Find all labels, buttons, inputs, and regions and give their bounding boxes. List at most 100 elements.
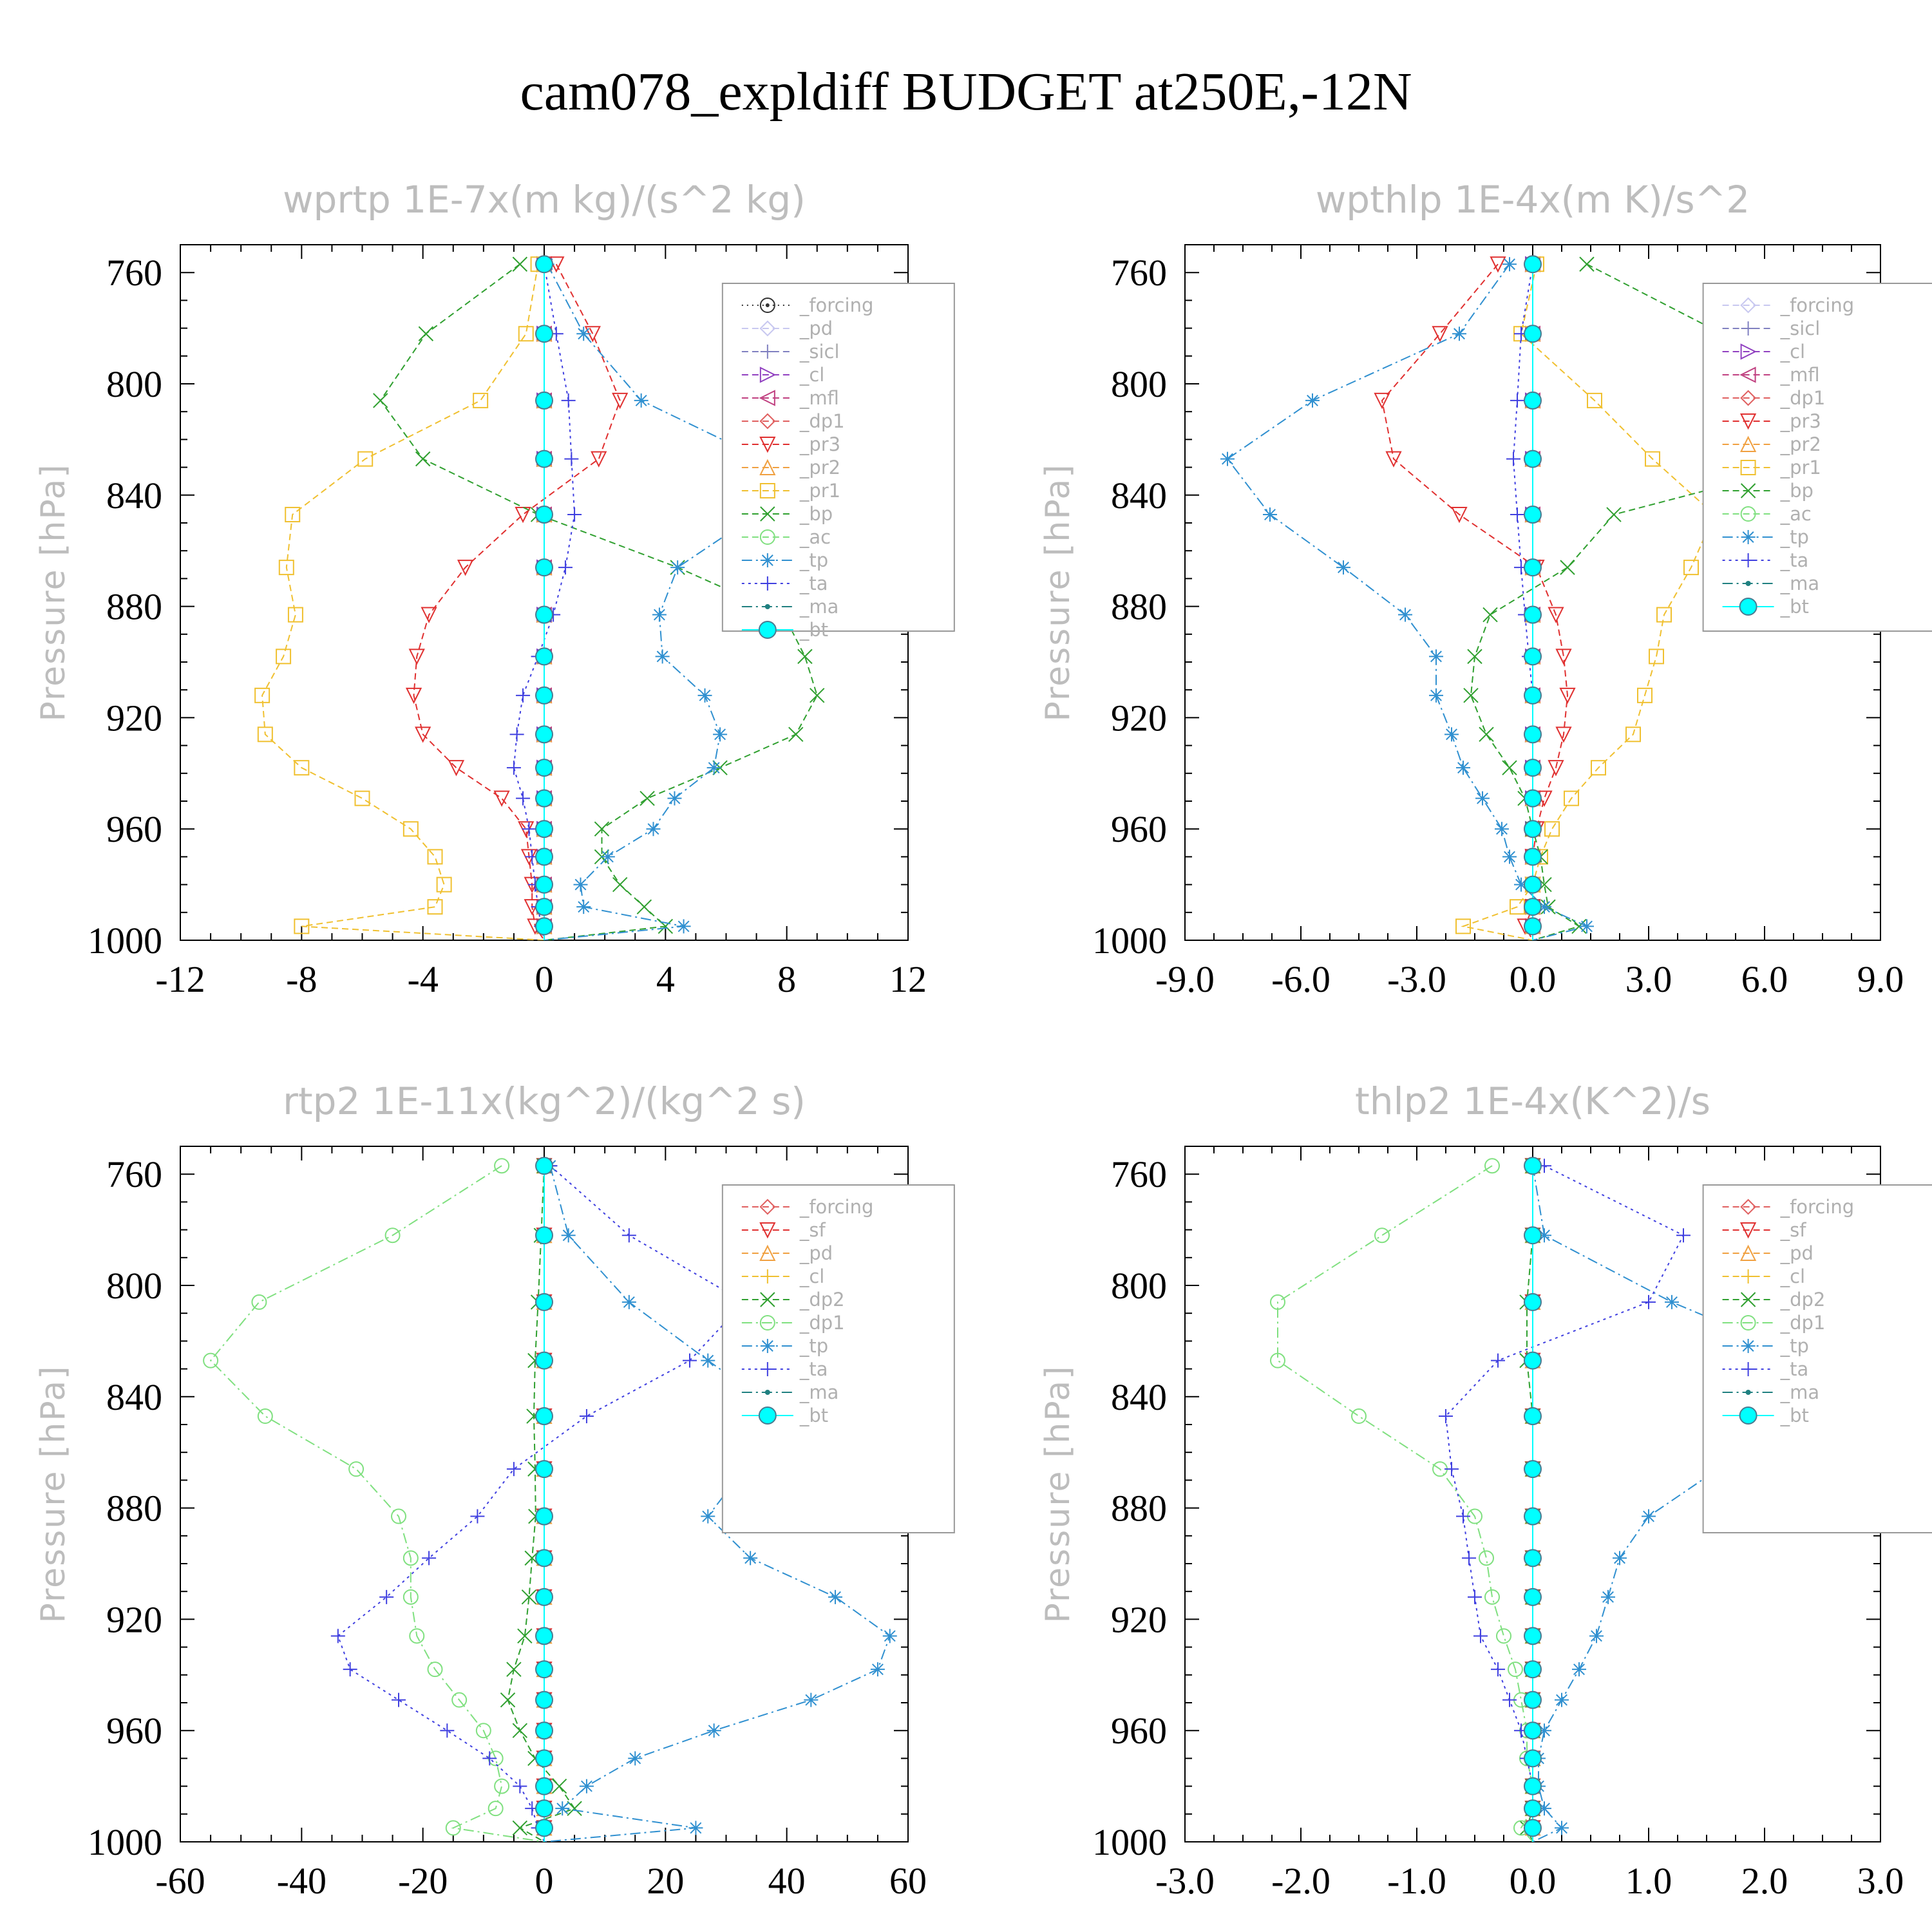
legend-item: _dp1	[741, 410, 845, 432]
legend-marker	[760, 553, 775, 567]
data-point	[882, 1629, 897, 1643]
series-bt	[1524, 255, 1542, 940]
legend-item: _sicl	[1722, 317, 1820, 339]
legend-item: _bt	[741, 619, 828, 641]
data-point	[1548, 760, 1564, 777]
data-point	[392, 1692, 406, 1707]
figure-title: cam078_expldiff BUDGET at250E,-12N	[520, 62, 1412, 122]
data-point	[415, 726, 431, 743]
data-point	[1571, 918, 1587, 934]
legend-marker	[1741, 1269, 1756, 1283]
x-tick-label: 2.0	[1741, 1860, 1788, 1902]
legend-label: _cl	[799, 364, 825, 386]
data-point	[1444, 1462, 1459, 1477]
series-line	[513, 264, 576, 940]
data-point	[1524, 450, 1542, 468]
data-point	[1374, 392, 1390, 410]
y-tick-label: 960	[1111, 808, 1167, 850]
data-point	[330, 1629, 345, 1643]
x-tick-label: 0.0	[1510, 1860, 1557, 1902]
data-point	[555, 1801, 570, 1816]
data-point	[567, 507, 582, 522]
series-line	[261, 264, 545, 940]
y-axis-label: Pressure [hPa]	[1039, 1365, 1077, 1624]
data-point	[357, 451, 374, 467]
data-point	[535, 789, 553, 808]
legend-marker	[1740, 506, 1756, 522]
legend-item: _ta	[741, 1358, 828, 1380]
legend-item: _dp1	[741, 1312, 845, 1334]
data-point	[1475, 791, 1490, 806]
data-point	[278, 560, 294, 576]
data-point	[402, 821, 419, 837]
legend-item: _tp	[1722, 1335, 1809, 1357]
legend-label: _pr3	[1780, 410, 1821, 432]
data-point	[418, 326, 434, 341]
data-point	[257, 1408, 273, 1425]
data-point	[628, 1751, 643, 1766]
y-tick-label: 1000	[1092, 920, 1167, 961]
data-point	[1484, 1158, 1500, 1174]
data-point	[1467, 649, 1482, 665]
legend-item: _ac	[1722, 503, 1812, 525]
data-point	[1656, 607, 1672, 623]
legend-item: _bp	[741, 503, 833, 525]
data-point	[448, 760, 465, 777]
legend-item: _cl	[741, 364, 825, 386]
data-point	[440, 1723, 455, 1738]
data-point	[509, 727, 524, 742]
legend-marker	[1740, 1292, 1756, 1307]
data-point	[516, 791, 531, 806]
legend-marker	[1745, 581, 1751, 586]
data-point	[1374, 1227, 1390, 1244]
legend-marker	[1741, 321, 1756, 336]
data-point	[743, 1551, 758, 1566]
data-point	[1510, 507, 1524, 522]
data-point	[1462, 1551, 1476, 1566]
data-point	[409, 1628, 425, 1644]
data-point	[276, 649, 292, 665]
data-point	[576, 900, 591, 914]
legend-marker	[1740, 1198, 1757, 1215]
legend-label: _dp1	[799, 410, 845, 432]
legend-label: _forcing	[1780, 1196, 1855, 1218]
data-point	[1502, 760, 1517, 775]
data-point	[1479, 726, 1494, 743]
data-point	[535, 1293, 553, 1311]
data-point	[1649, 649, 1664, 665]
legend-marker	[1740, 390, 1757, 406]
data-point	[1263, 507, 1277, 522]
legend-label: _ma	[799, 1381, 839, 1403]
data-point	[1555, 649, 1572, 665]
series-dp2	[500, 1158, 582, 1842]
legend-marker-center	[765, 303, 770, 307]
data-point	[1444, 727, 1459, 742]
y-tick-label: 1000	[1092, 1821, 1167, 1863]
legend-marker	[759, 1244, 776, 1261]
data-point	[1495, 822, 1509, 837]
data-point	[254, 687, 270, 703]
data-point	[535, 647, 553, 666]
panel-1: wprtp 1E-7x(m kg)/(s^2 kg) Pressure [hPa]…	[34, 178, 955, 1000]
legend-label: _ma	[1780, 573, 1820, 594]
data-point	[506, 1662, 522, 1677]
data-point	[1524, 1293, 1542, 1311]
data-point	[1524, 898, 1542, 916]
x-tick-label: -9.0	[1155, 958, 1215, 1000]
plot-area	[203, 1157, 897, 1842]
legend-item: _ma	[1722, 573, 1820, 594]
legend-item: _tp	[741, 549, 828, 571]
data-point	[515, 507, 531, 524]
legend-label: _ac	[1780, 503, 1812, 525]
legend-item: _tp	[741, 1335, 828, 1357]
data-point	[1385, 451, 1402, 468]
data-point	[535, 1627, 553, 1645]
data-point	[634, 393, 649, 408]
data-point	[1524, 789, 1542, 808]
y-tick-label: 1000	[88, 1821, 162, 1863]
legend-label: _ta	[1780, 1358, 1809, 1380]
x-tick-label: 4	[656, 958, 675, 1000]
data-point	[427, 1662, 443, 1678]
data-point	[391, 1508, 406, 1524]
legend-label: _dp2	[1780, 1289, 1826, 1311]
